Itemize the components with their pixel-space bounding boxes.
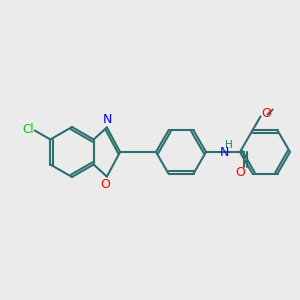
- Text: H: H: [225, 140, 233, 150]
- Text: Cl: Cl: [22, 123, 34, 136]
- Text: O: O: [235, 167, 245, 179]
- Text: N: N: [103, 113, 112, 126]
- Text: O: O: [100, 178, 110, 190]
- Text: O: O: [262, 107, 272, 120]
- Text: N: N: [219, 146, 229, 158]
